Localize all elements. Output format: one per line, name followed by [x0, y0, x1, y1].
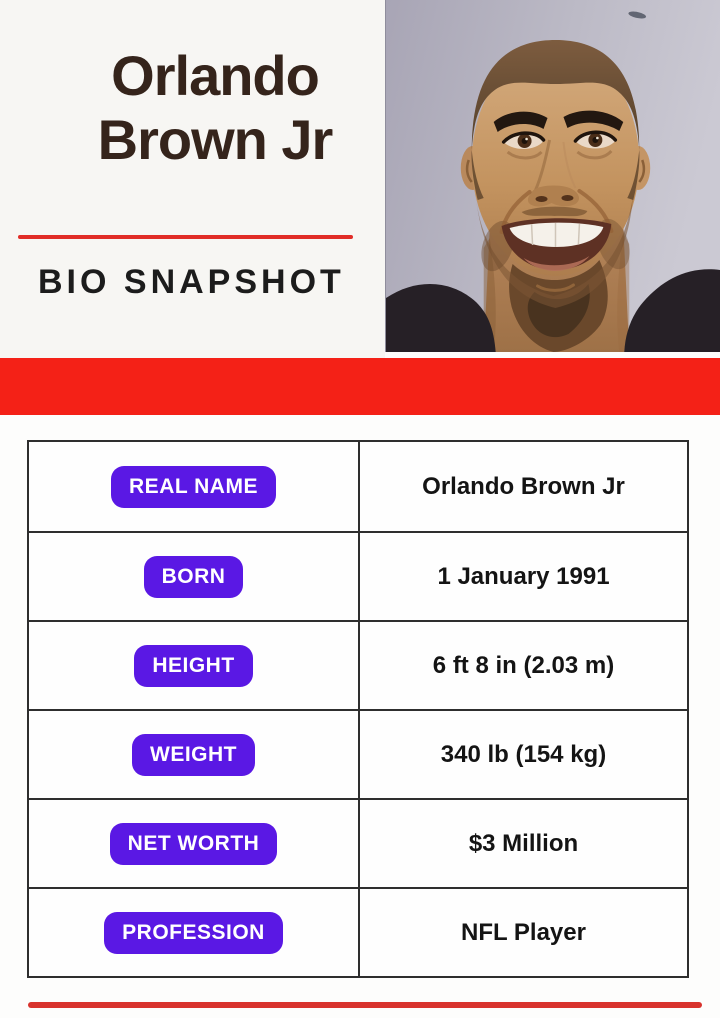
- portrait-illustration: [386, 0, 720, 352]
- label-cell: PROFESSION: [29, 889, 360, 976]
- label-badge: HEIGHT: [134, 644, 253, 687]
- label-cell: REAL NAME: [29, 442, 360, 531]
- header-panel: Orlando Brown Jr BIO SNAPSHOT: [0, 0, 385, 358]
- label-cell: HEIGHT: [29, 622, 360, 709]
- label-cell: BORN: [29, 533, 360, 620]
- value-cell: $3 Million: [360, 800, 687, 887]
- value-text: NFL Player: [461, 918, 586, 946]
- bio-table: REAL NAME Orlando Brown Jr BORN 1 Januar…: [27, 440, 689, 978]
- table-row: HEIGHT 6 ft 8 in (2.03 m): [29, 620, 687, 709]
- label-badge: NET WORTH: [109, 822, 278, 865]
- bottom-red-line: [28, 1002, 702, 1008]
- section-subtitle: BIO SNAPSHOT: [38, 263, 345, 301]
- title-line-2: Brown Jr: [97, 108, 334, 171]
- value-cell: 6 ft 8 in (2.03 m): [360, 622, 687, 709]
- page-title: Orlando Brown Jr: [45, 44, 385, 172]
- value-text: Orlando Brown Jr: [422, 472, 625, 500]
- table-row: NET WORTH $3 Million: [29, 798, 687, 887]
- table-row: PROFESSION NFL Player: [29, 887, 687, 976]
- title-line-1: Orlando: [111, 44, 320, 107]
- value-text: $3 Million: [468, 829, 579, 857]
- label-badge: WEIGHT: [132, 733, 255, 776]
- label-badge: REAL NAME: [111, 465, 276, 508]
- value-cell: 340 lb (154 kg): [360, 711, 687, 798]
- label-badge: BORN: [143, 555, 244, 598]
- label-badge: PROFESSION: [104, 911, 283, 954]
- value-cell: Orlando Brown Jr: [360, 442, 687, 531]
- value-text: 6 ft 8 in (2.03 m): [432, 651, 615, 679]
- red-banner: [0, 358, 720, 415]
- red-divider-line: [18, 235, 353, 239]
- table-row: BORN 1 January 1991: [29, 531, 687, 620]
- value-text: 1 January 1991: [437, 562, 610, 590]
- table-row: WEIGHT 340 lb (154 kg): [29, 709, 687, 798]
- value-cell: NFL Player: [360, 889, 687, 976]
- portrait-photo: [385, 0, 720, 352]
- value-cell: 1 January 1991: [360, 533, 687, 620]
- table-row: REAL NAME Orlando Brown Jr: [29, 442, 687, 531]
- label-cell: WEIGHT: [29, 711, 360, 798]
- value-text: 340 lb (154 kg): [440, 740, 607, 768]
- label-cell: NET WORTH: [29, 800, 360, 887]
